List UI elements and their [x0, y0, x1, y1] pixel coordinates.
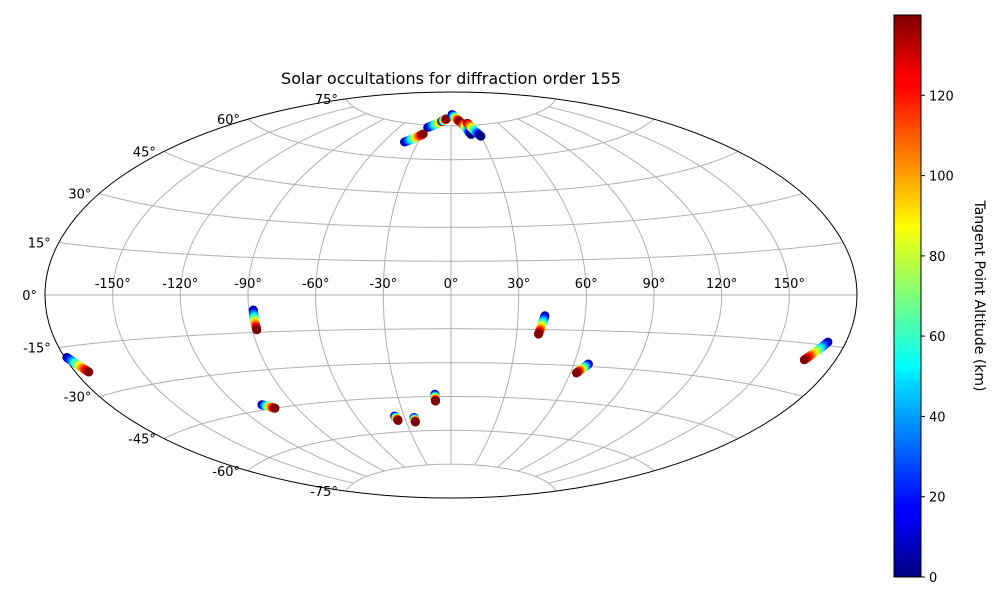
occultation-point	[270, 403, 280, 413]
longitude-tick-label: -30°	[369, 277, 397, 292]
colorbar-tick-label: 20	[929, 491, 946, 506]
meridian-line	[517, 118, 655, 472]
occultation-point	[84, 367, 94, 377]
meridian-line	[535, 113, 723, 477]
latitude-tick-label: -30°	[64, 391, 92, 406]
occultation-point	[431, 396, 440, 406]
longitude-tick-label: 120°	[706, 277, 737, 292]
latitude-tick-label: -15°	[23, 342, 51, 357]
colorbar	[893, 14, 922, 578]
longitude-tick-label: 150°	[774, 277, 805, 292]
latitude-tick-label: -60°	[212, 465, 240, 480]
meridian-line	[247, 118, 385, 472]
chart-title: Solar occultations for diffraction order…	[281, 69, 621, 88]
occultation-point	[393, 415, 403, 425]
occultation-point	[418, 129, 428, 139]
longitude-tick-label: 30°	[507, 277, 530, 292]
latitude-tick-label: 30°	[68, 188, 91, 203]
meridian-line	[548, 106, 790, 484]
latitude-tick-labels: -75° -60° -45° -30° -15° 0° 15° 30° 45° 60° 75°	[22, 93, 338, 500]
longitude-tick-label: 90°	[642, 277, 665, 292]
latitude-tick-label: 0°	[22, 289, 37, 304]
latitude-tick-label: 45°	[133, 146, 156, 161]
occultation-point	[476, 131, 486, 141]
graticule	[45, 98, 857, 492]
colorbar-label: Tangent Point Altitude (km)	[971, 199, 987, 391]
meridian-line	[179, 113, 367, 477]
occultation-point	[799, 355, 809, 365]
meridian-line	[382, 124, 428, 466]
colorbar-tick-label: 40	[929, 410, 946, 425]
latitude-tick-label: -45°	[128, 433, 156, 448]
occultation-point	[534, 329, 543, 339]
colorbar-tick-label: 0	[929, 571, 937, 586]
meridian-line	[496, 122, 587, 468]
longitude-tick-labels: -150° -120° -90° -60° -30° 0° 30° 60° 90° 120° 150…	[95, 277, 805, 292]
meridian-line	[112, 106, 354, 484]
occultation-point	[252, 325, 262, 335]
occultation-points	[62, 110, 833, 427]
colorbar-tick-label: 100	[929, 170, 954, 185]
longitude-tick-label: 60°	[575, 277, 598, 292]
colorbar-tick-label: 60	[929, 330, 946, 345]
latitude-tick-label: 75°	[315, 93, 338, 108]
longitude-tick-label: 0°	[444, 277, 459, 292]
meridian-line	[315, 122, 406, 468]
latitude-tick-label: -75°	[310, 485, 338, 500]
meridian-line	[474, 124, 520, 466]
colorbar-ticks: 0 20 40 60 80 100 120	[921, 89, 954, 586]
longitude-tick-label: -90°	[234, 277, 262, 292]
longitude-tick-label: -60°	[302, 277, 330, 292]
longitude-tick-label: -150°	[95, 277, 131, 292]
occultation-point	[571, 368, 581, 378]
colorbar-tick-label: 80	[929, 250, 946, 265]
colorbar-tick-label: 120	[929, 89, 954, 104]
latitude-tick-label: 15°	[28, 237, 51, 252]
parallel-line	[345, 463, 557, 492]
map-boundary	[44, 91, 858, 499]
occultation-point	[410, 417, 420, 427]
longitude-tick-label: -120°	[162, 277, 198, 292]
latitude-tick-label: 60°	[217, 113, 240, 128]
